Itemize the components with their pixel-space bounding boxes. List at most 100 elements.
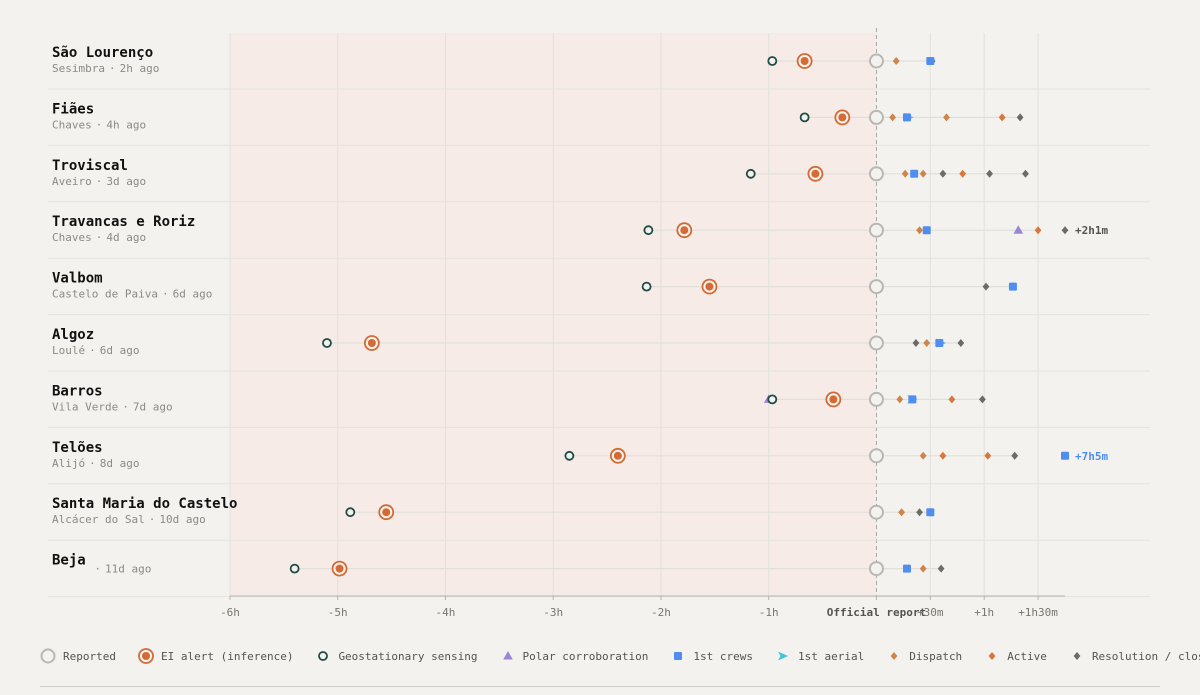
dispatch-marker [896,395,904,404]
location-age: 6d ago [100,344,140,357]
polar-marker [502,651,513,660]
row-markers [289,560,945,577]
legend-label: Reported [63,649,116,663]
polar-marker [1013,225,1024,234]
ei-dot [141,652,150,660]
bottom-divider [40,686,1160,687]
resolution-marker [1022,169,1029,178]
crews-marker [926,57,935,65]
reported-marker [868,222,884,238]
ei-marker [701,278,718,295]
aerial-marker [777,651,788,661]
crews-marker [674,652,683,660]
location-name: São Lourenço [52,45,153,61]
ei-dot [367,339,376,347]
geo-marker [799,112,810,123]
location-region: Vila Verde [52,400,118,413]
crews-marker [908,395,917,404]
crews-marker [902,564,911,573]
location-age: 2h ago [120,62,160,75]
location-age: 4h ago [106,118,146,131]
row-markers [322,335,965,351]
x-tick-label: +1h30m [1018,606,1058,619]
diamond-icon [1073,652,1081,660]
location-meta: Aveiro · 3d ago [52,175,146,188]
crews-marker [935,339,944,347]
location-name: Santa Maria do Castelo [52,496,237,512]
active-marker [984,451,992,460]
ei-dot [680,226,689,235]
legend-item-geo: Geostationary sensing [315,648,478,664]
row-markers [345,504,935,521]
ei-marker [676,222,693,239]
location-name: Beja [52,553,86,569]
legend-label: 1st aerial [797,649,865,663]
meta-separator: · [162,288,169,301]
location-name: Barros [52,383,103,399]
crews-marker [1061,451,1069,460]
crews-marker [902,113,911,122]
meta-separator: · [89,344,96,357]
legend-label: Polar corroboration [522,649,649,663]
x-tick-label: +30m [917,606,944,619]
location-name: Telões [52,440,103,456]
resolution-marker [1061,226,1069,235]
location-meta: Sesimbra · 2h ago [52,62,159,75]
legend-label: Geostationary sensing [338,649,478,663]
legend-item-polar: Polar corroboration [500,648,649,664]
location-meta: Loulé · 6d ago [52,344,140,357]
location-meta: Castelo de Paiva · 6d ago [52,288,212,301]
location-name: Algoz [52,327,94,343]
geo-marker [767,56,778,66]
diamond-icon [988,652,996,660]
dispatch-marker [890,652,898,660]
legend-item-reported: Reported [40,648,116,664]
reported-marker [868,335,884,351]
geo-marker [641,281,652,292]
overflow-label: +7h5m [1075,450,1108,463]
dispatch-marker [919,564,927,573]
location-region: Aveiro [52,175,92,188]
active-marker [1034,226,1042,235]
ei-marker [609,447,626,464]
ei-marker [807,165,824,182]
ei-dot [800,57,809,65]
reported-marker [868,279,884,295]
x-tick-label: +1h [974,606,994,619]
ei-marker [796,53,813,69]
location-age: 8d ago [100,457,140,470]
small-hollow-circle-icon [318,651,329,661]
row-markers [767,53,936,69]
active-marker [998,113,1006,122]
location-age: 6d ago [173,288,213,301]
x-tick-label: -2h [651,606,671,619]
resolution-marker [978,395,986,404]
ei-dot [829,395,838,404]
ei-marker [834,109,851,126]
diamond-icon [890,652,898,660]
location-region: Loulé [52,344,85,357]
active-marker [948,395,956,404]
legend-label: 1st crews [693,649,753,663]
resolution-marker [1016,113,1024,122]
location-region: Castelo de Paiva [52,288,158,301]
reported-marker [868,109,884,125]
dispatch-marker [901,169,909,178]
location-age: 3d ago [106,175,146,188]
hollow-circle-icon [40,648,56,664]
dispatch-marker [919,169,927,178]
resolution-marker [982,282,990,291]
location-age: 4d ago [106,231,146,244]
location-region: Chaves [52,118,92,131]
location-meta: Vila Verde · 7d ago [52,400,173,413]
location-region: Alijó [52,457,85,470]
meta-separator: · [96,118,103,131]
ei-marker [378,504,395,521]
geo-marker [289,563,300,574]
meta-separator: · [96,231,103,244]
resolution-marker [957,339,965,347]
ei-dot [335,564,344,573]
